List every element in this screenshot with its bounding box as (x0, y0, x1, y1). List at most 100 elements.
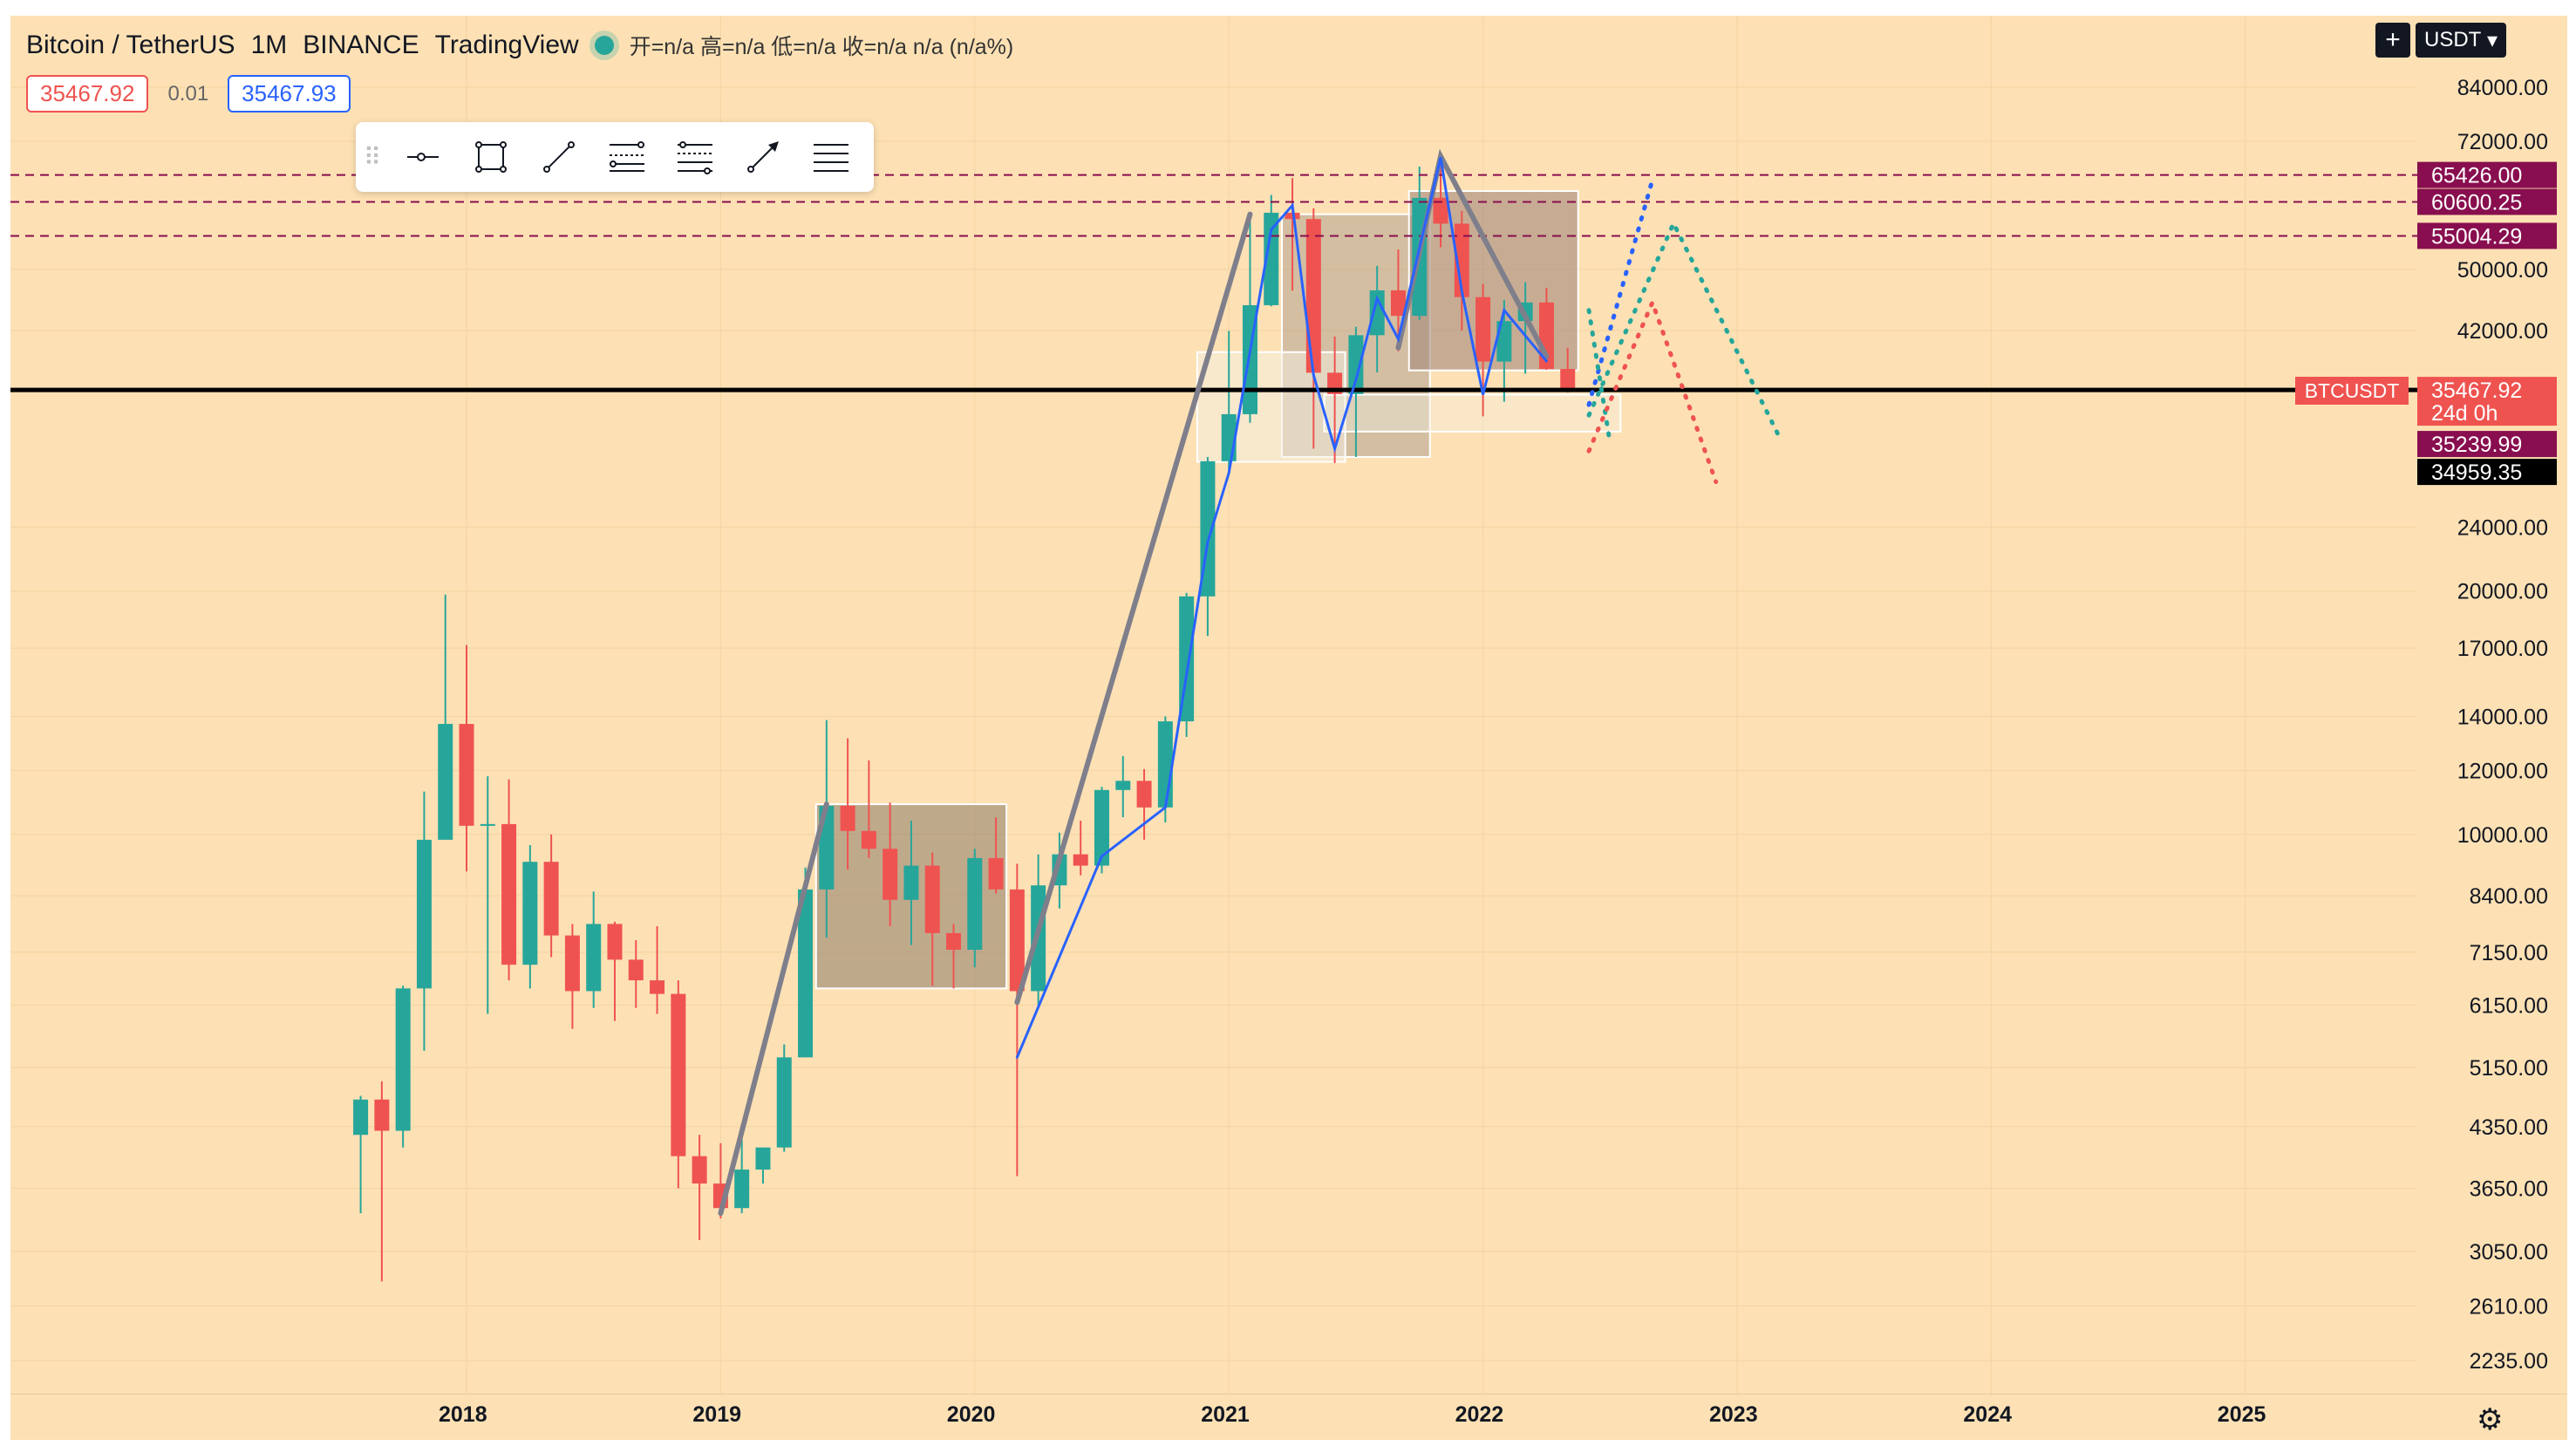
currency-dropdown[interactable]: USDT ▾ (2416, 23, 2507, 58)
time-axis[interactable] (10, 1394, 2567, 1440)
candle-body (903, 865, 919, 900)
buy-button[interactable]: 35467.93 (228, 75, 351, 113)
candle-body (1157, 721, 1173, 808)
symbol-price-tag: BTCUSDT (2295, 377, 2409, 405)
candle-body (1433, 197, 1448, 224)
parallel-channel-icon[interactable] (661, 122, 729, 192)
price-tag-label: 24d 0h (2431, 401, 2498, 426)
chevron-down-icon: ▾ (2481, 28, 2498, 52)
candle-body (840, 805, 855, 831)
add-symbol-button[interactable]: + (2375, 23, 2410, 58)
price-axis-label: 84000.00 (2457, 76, 2548, 100)
price-tag-label: 34959.35 (2431, 460, 2522, 485)
price-tag: 60600.25 (2417, 188, 2557, 215)
candle-body (607, 924, 623, 960)
price-axis[interactable]: 84000.00 72000.00 50000.00 42000.00 24000.00… (2417, 16, 2567, 1394)
price-tag-bg (2417, 188, 2557, 215)
candle-body (416, 839, 432, 989)
rectangle-icon[interactable] (457, 122, 525, 192)
candle-body (522, 862, 538, 965)
candle-body (798, 889, 814, 1058)
price-tag: 35239.99 (2417, 431, 2557, 458)
price-tag-label: 60600.25 (2431, 190, 2522, 215)
time-axis-year-label: 2023 (1709, 1402, 1758, 1427)
time-axis-year-label: 2018 (439, 1402, 487, 1427)
price-tag-bg (2417, 399, 2557, 426)
time-axis-year-label: 2021 (1201, 1402, 1250, 1427)
price-axis-label: 3650.00 (2470, 1177, 2548, 1202)
chart-canvas[interactable] (10, 16, 2417, 1394)
candle-body (1560, 369, 1576, 391)
candle-body (1369, 290, 1385, 336)
candle-body (1094, 789, 1109, 866)
candle-body (438, 724, 453, 840)
trend-line (718, 801, 829, 1217)
price-tag: 55004.29 (2417, 222, 2557, 249)
candle-body (650, 980, 665, 994)
quote-row: 35467.92 0.01 35467.93 (26, 75, 351, 113)
candle-body (883, 849, 898, 900)
candle-body (1115, 781, 1131, 790)
source-label: TradingView (434, 31, 579, 59)
price-axis-label: 2610.00 (2470, 1295, 2548, 1320)
candle-body (1475, 297, 1491, 362)
price-axis-label: 6150.00 (2470, 994, 2548, 1019)
interval-label[interactable]: 1M (250, 31, 288, 59)
candle-body (692, 1156, 707, 1184)
spread-value: 0.01 (167, 81, 209, 106)
candle-body (1009, 889, 1025, 992)
candle-body (586, 924, 602, 992)
settings-gear-icon[interactable]: ⚙ (2477, 1403, 2504, 1436)
drag-grip-icon[interactable]: ⠿ (363, 143, 382, 171)
trend-line-icon[interactable] (525, 122, 593, 192)
time-axis-year-label: 2022 (1455, 1402, 1504, 1427)
fib-retracement-icon[interactable] (593, 122, 661, 192)
candle-body (1305, 219, 1321, 373)
candle-body (628, 959, 644, 981)
price-axis-label: 17000.00 (2457, 637, 2548, 661)
candle-body (671, 993, 686, 1156)
range-box (1323, 393, 1622, 433)
price-axis-label: 4350.00 (2470, 1115, 2548, 1140)
price-axis-label: 3050.00 (2470, 1240, 2548, 1265)
projection-path (1586, 308, 1612, 446)
sell-button[interactable]: 35467.92 (26, 75, 149, 113)
price-axis-label: 50000.00 (2457, 258, 2548, 283)
horizontal-ray-icon[interactable] (389, 122, 457, 192)
chart-pane[interactable] (10, 16, 2417, 1394)
trend-line (1014, 211, 1253, 1006)
arrow-line-icon[interactable] (729, 122, 797, 192)
price-tag-bg (2417, 222, 2557, 249)
symbol-name[interactable]: Bitcoin / TetherUS (26, 31, 235, 59)
candle-body (988, 857, 1004, 890)
text-lines-icon[interactable] (797, 122, 865, 192)
price-tag: 34959.35 (2417, 459, 2557, 486)
price-tag-bg (2417, 431, 2557, 458)
price-axis-label: 12000.00 (2457, 759, 2548, 783)
price-tag: 65426.00 (2417, 161, 2557, 188)
price-tag-bg (2417, 377, 2557, 404)
candle-body (480, 823, 495, 826)
price-axis-label: 24000.00 (2457, 515, 2548, 540)
price-tag: 24d 0h (2417, 399, 2557, 426)
price-axis-canvas: 84000.00 72000.00 50000.00 42000.00 24000.00… (2417, 76, 2557, 1374)
candle-body (353, 1099, 369, 1136)
time-axis-year-label: 2020 (946, 1402, 996, 1427)
price-tag: 35467.92 (2417, 377, 2557, 404)
price-axis-label: 42000.00 (2457, 319, 2548, 344)
currency-label: USDT (2424, 28, 2482, 51)
wave-count-line (1015, 157, 1548, 1059)
price-axis-label: 8400.00 (2470, 884, 2548, 909)
market-status-icon (594, 36, 614, 55)
time-axis-year-label: 2019 (692, 1402, 742, 1427)
price-tag-label: 35467.92 (2431, 379, 2522, 403)
exchange-label: BINANCE (303, 31, 419, 59)
candle-body (1073, 854, 1088, 866)
candle-body (459, 724, 474, 826)
candle-body (967, 857, 983, 951)
candle-body (1496, 321, 1512, 362)
candle-body (755, 1147, 771, 1170)
symbol-header: Bitcoin / TetherUS 1M BINANCE TradingVie… (26, 28, 1013, 63)
price-axis-label: 20000.00 (2457, 580, 2548, 604)
